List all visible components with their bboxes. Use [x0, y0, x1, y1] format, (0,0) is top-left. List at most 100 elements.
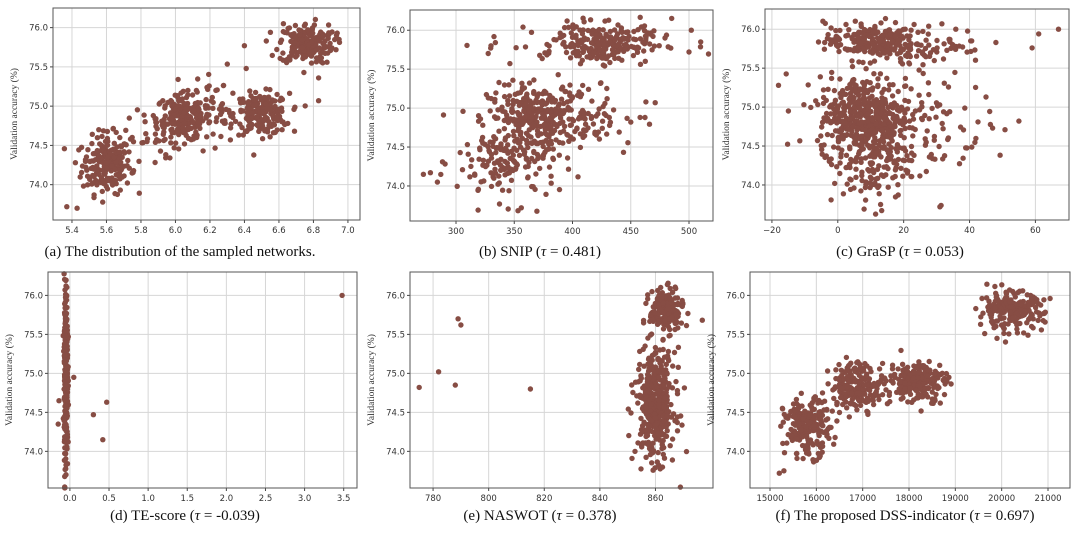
data-point	[793, 450, 800, 457]
data-point	[109, 175, 115, 181]
data-point	[677, 484, 684, 490]
data-point	[576, 114, 583, 121]
data-point	[621, 42, 628, 48]
data-point	[813, 98, 819, 104]
data-point	[895, 182, 901, 188]
data-point	[543, 89, 549, 96]
data-point	[852, 135, 858, 142]
data-point	[488, 183, 495, 190]
data-point	[852, 88, 858, 94]
data-point	[230, 110, 236, 117]
data-point	[189, 92, 196, 98]
data-point	[837, 42, 844, 48]
data-point	[581, 133, 588, 139]
data-point	[516, 102, 522, 109]
data-point	[61, 457, 68, 463]
x-tick-label: 6.8	[307, 226, 321, 236]
data-point	[501, 117, 507, 124]
data-point	[923, 37, 929, 43]
data-point	[521, 85, 528, 91]
data-point	[885, 40, 891, 47]
data-point	[856, 372, 862, 378]
data-point	[670, 363, 676, 369]
data-point	[501, 93, 508, 100]
data-point	[800, 455, 806, 462]
data-point	[646, 121, 653, 127]
data-point	[649, 47, 655, 53]
data-point	[594, 55, 600, 62]
data-point	[274, 46, 280, 53]
data-point	[63, 283, 69, 289]
data-point	[641, 48, 647, 54]
data-point	[655, 318, 662, 324]
data-point	[521, 151, 527, 157]
data-point	[867, 387, 873, 393]
data-point	[655, 430, 662, 437]
data-point	[242, 128, 249, 134]
data-point	[898, 347, 904, 354]
y-tick-label: 74.0	[741, 181, 760, 191]
data-point	[72, 160, 79, 166]
data-point	[884, 75, 890, 82]
data-point	[533, 140, 540, 147]
x-tick-label: 16000	[803, 494, 830, 504]
data-point	[616, 55, 622, 61]
data-point	[862, 197, 869, 203]
data-point	[126, 149, 132, 155]
data-point	[865, 398, 871, 404]
data-point	[910, 111, 916, 118]
data-point	[844, 181, 850, 187]
data-point	[606, 114, 612, 121]
data-point	[672, 320, 678, 327]
data-point	[866, 99, 872, 106]
data-point	[157, 148, 164, 154]
data-point	[104, 135, 111, 142]
data-point	[862, 391, 868, 397]
data-point	[778, 423, 784, 429]
x-tick-label: 0	[835, 226, 840, 236]
data-point	[168, 140, 174, 146]
data-point	[600, 50, 607, 56]
data-point	[1042, 309, 1049, 315]
data-point	[879, 95, 885, 101]
data-point	[292, 39, 298, 46]
data-point	[884, 49, 890, 55]
data-point	[849, 124, 856, 130]
data-point	[646, 397, 653, 403]
data-point	[901, 135, 907, 141]
data-point	[915, 374, 921, 381]
data-point	[888, 373, 894, 379]
data-point	[857, 87, 863, 93]
data-point	[888, 144, 894, 151]
data-point	[915, 29, 921, 35]
data-point	[868, 176, 875, 182]
data-point	[926, 358, 932, 365]
data-point	[698, 39, 704, 45]
data-point	[829, 69, 835, 76]
data-point	[61, 386, 67, 392]
data-point	[580, 15, 586, 21]
data-point	[277, 97, 283, 104]
data-point	[861, 382, 867, 389]
data-point	[865, 111, 871, 118]
data-point	[904, 153, 910, 159]
data-point	[563, 44, 569, 50]
data-point	[851, 140, 858, 147]
data-point	[776, 470, 782, 476]
data-point	[309, 25, 316, 31]
data-point	[906, 118, 913, 124]
data-point	[664, 412, 671, 419]
data-point	[292, 22, 299, 29]
data-point	[575, 174, 581, 180]
data-point	[637, 14, 643, 20]
y-tick-label: 75.0	[29, 102, 48, 112]
data-point	[267, 134, 273, 140]
data-point	[929, 400, 935, 406]
data-point	[860, 79, 866, 86]
data-point	[904, 106, 911, 112]
data-point	[640, 320, 647, 326]
data-point	[197, 100, 203, 106]
data-point	[176, 146, 182, 152]
data-point	[530, 184, 536, 190]
data-point	[521, 108, 527, 115]
